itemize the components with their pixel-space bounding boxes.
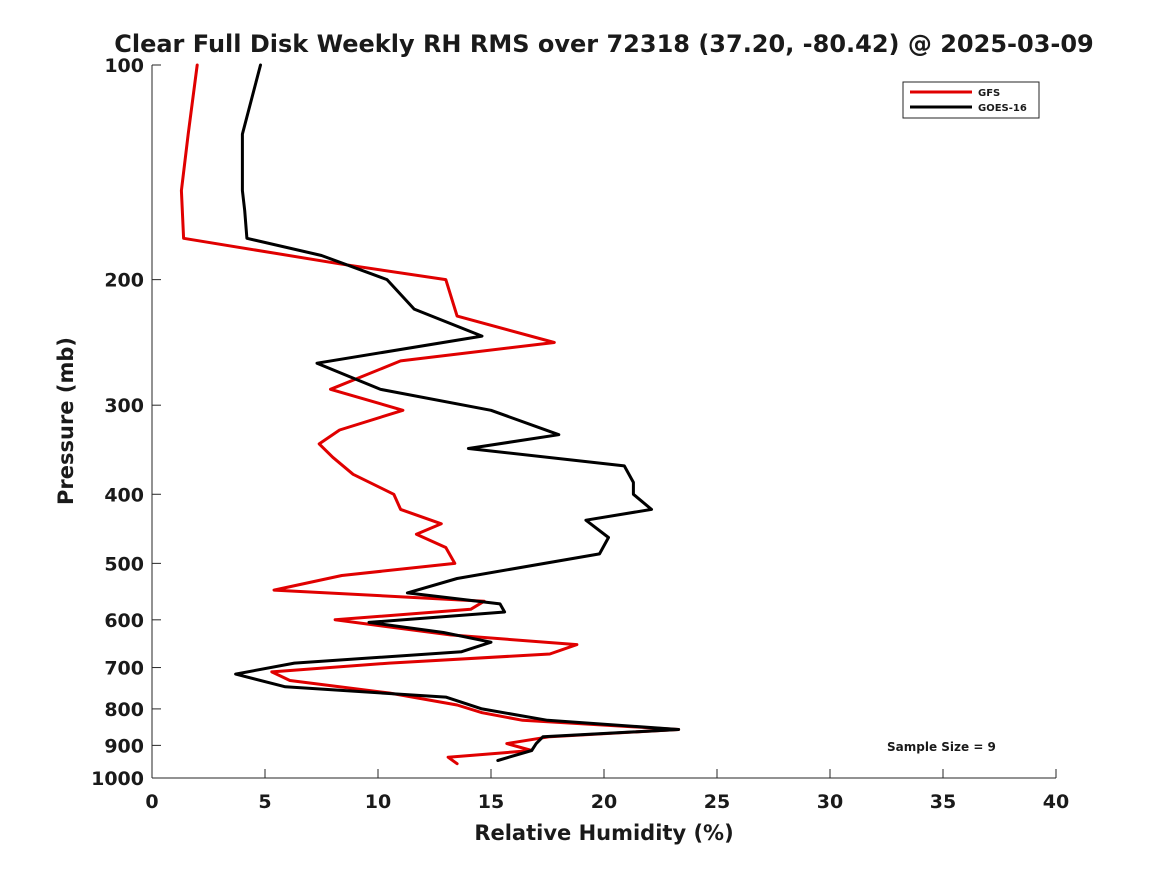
legend-label-gfs: GFS [978, 88, 1000, 99]
x-tick-label: 20 [591, 791, 617, 813]
y-axis-ticks: 100 200 300 400 500 600 700 800 900 1000 [91, 55, 161, 790]
legend-label-goes16: GOES-16 [978, 103, 1027, 114]
y-tick-label: 100 [104, 55, 144, 77]
y-tick-label: 900 [104, 735, 144, 757]
x-tick-label: 35 [930, 791, 956, 813]
x-tick-label: 0 [145, 791, 158, 813]
x-axis-label: Relative Humidity (%) [474, 821, 733, 845]
sample-size-annotation: Sample Size = 9 [887, 740, 996, 754]
series-line-goes16 [234, 63, 681, 762]
y-tick-label: 800 [104, 699, 144, 721]
x-tick-label: 30 [817, 791, 843, 813]
y-tick-label: 700 [104, 658, 144, 680]
y-tick-label: 600 [104, 610, 144, 632]
y-tick-label: 400 [104, 484, 144, 506]
x-tick-label: 25 [704, 791, 730, 813]
y-tick-label: 300 [104, 395, 144, 417]
x-tick-label: 5 [258, 791, 271, 813]
x-tick-label: 10 [365, 791, 391, 813]
x-axis-ticks: 0 5 10 15 20 25 30 35 40 [145, 769, 1069, 813]
series-layer [179, 63, 681, 766]
y-axis-label: Pressure (mb) [54, 337, 78, 505]
y-tick-label: 1000 [91, 768, 144, 790]
legend: GFS GOES-16 [902, 81, 1040, 119]
x-tick-label: 40 [1043, 791, 1069, 813]
legend-box [902, 81, 1040, 119]
y-tick-label: 200 [104, 270, 144, 292]
chart-title: Clear Full Disk Weekly RH RMS over 72318… [114, 30, 1094, 58]
series-line-gfs [179, 63, 681, 766]
plot-area [152, 65, 1056, 778]
x-tick-label: 15 [478, 791, 504, 813]
y-tick-label: 500 [104, 553, 144, 575]
